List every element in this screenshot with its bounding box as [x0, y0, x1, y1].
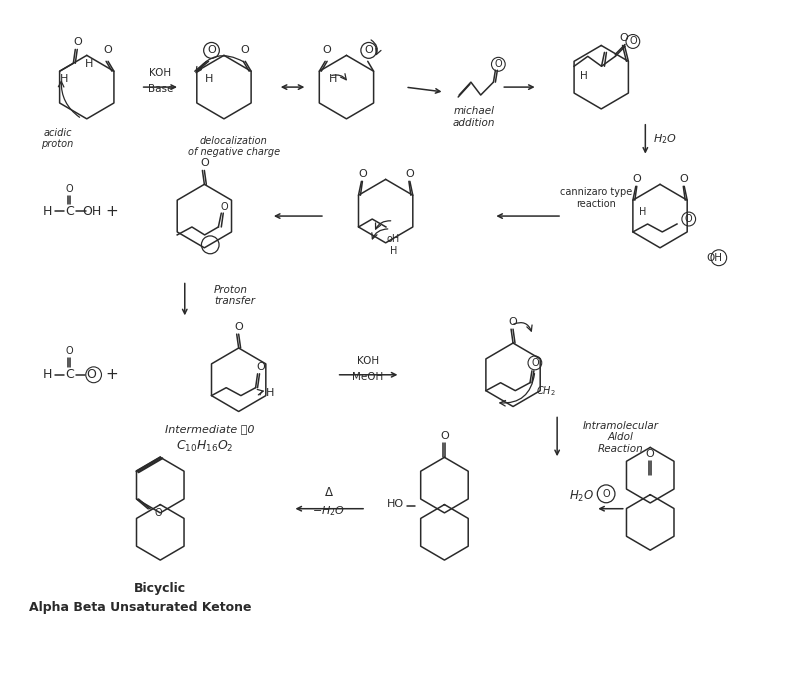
Text: $H_2O$: $H_2O$ [569, 489, 594, 505]
Text: oH: oH [387, 234, 400, 244]
Text: MeOH: MeOH [352, 372, 384, 382]
Text: $CH_2$: $CH_2$ [536, 383, 555, 397]
Text: H: H [580, 71, 588, 81]
Text: +: + [105, 367, 118, 382]
Text: O: O [358, 169, 366, 180]
Text: O: O [364, 45, 373, 56]
Text: KOH: KOH [357, 356, 379, 366]
Text: HO: HO [387, 499, 404, 509]
Text: O: O [494, 59, 502, 70]
Text: H: H [390, 246, 397, 256]
Text: H: H [204, 74, 213, 84]
Text: H: H [639, 207, 646, 217]
Text: H: H [266, 388, 274, 397]
Text: OH: OH [706, 253, 722, 262]
Text: O: O [66, 184, 73, 194]
Text: $H_2O$: $H_2O$ [653, 132, 677, 145]
Text: O: O [86, 368, 97, 381]
Text: O: O [221, 202, 228, 212]
Text: $-H_2O$: $-H_2O$ [312, 504, 346, 518]
Text: O: O [241, 45, 250, 56]
Text: michael
addition: michael addition [453, 106, 495, 127]
Text: O: O [633, 175, 641, 184]
Text: O: O [207, 45, 216, 56]
Text: O: O [440, 432, 449, 441]
Text: O: O [154, 508, 162, 518]
Text: O: O [629, 36, 637, 47]
Text: O: O [256, 362, 265, 372]
Text: O: O [509, 317, 518, 327]
Text: O: O [531, 358, 538, 368]
Text: Intramolecular
Aldol
Reaction: Intramolecular Aldol Reaction [583, 420, 659, 454]
Text: +: + [105, 204, 118, 219]
Text: delocalization
of negative charge: delocalization of negative charge [188, 136, 280, 157]
Text: H: H [85, 59, 94, 70]
Text: O: O [200, 159, 209, 168]
Text: Proton
transfer: Proton transfer [214, 285, 255, 306]
Text: O: O [646, 450, 654, 459]
Text: Bicyclic: Bicyclic [134, 582, 186, 594]
Text: O: O [685, 214, 693, 224]
Text: O: O [66, 346, 73, 356]
Text: Base: Base [147, 84, 173, 94]
Text: H: H [60, 74, 69, 84]
Text: $C_{10}H_{16}O_2$: $C_{10}H_{16}O_2$ [175, 438, 233, 454]
Text: OH: OH [82, 205, 102, 218]
Text: O: O [322, 45, 331, 56]
Text: C: C [66, 368, 74, 381]
Text: O: O [602, 489, 610, 499]
Text: Alpha Beta Unsaturated Ketone: Alpha Beta Unsaturated Ketone [30, 601, 252, 615]
Text: H: H [43, 368, 52, 381]
Text: cannizaro type
reaction: cannizaro type reaction [560, 187, 633, 209]
Text: $\Delta$: $\Delta$ [324, 487, 334, 499]
Text: O: O [74, 38, 82, 47]
Text: O: O [104, 45, 113, 56]
Text: O: O [619, 33, 628, 43]
Text: O: O [234, 322, 243, 332]
Text: O: O [406, 169, 414, 180]
Text: acidic
proton: acidic proton [42, 128, 74, 150]
Text: KOH: KOH [150, 68, 171, 78]
Text: C: C [66, 205, 74, 218]
Text: Intermediate ⑀0: Intermediate ⑀0 [165, 425, 254, 434]
Text: H: H [43, 205, 52, 218]
Text: O: O [680, 175, 689, 184]
Text: H: H [329, 74, 338, 84]
